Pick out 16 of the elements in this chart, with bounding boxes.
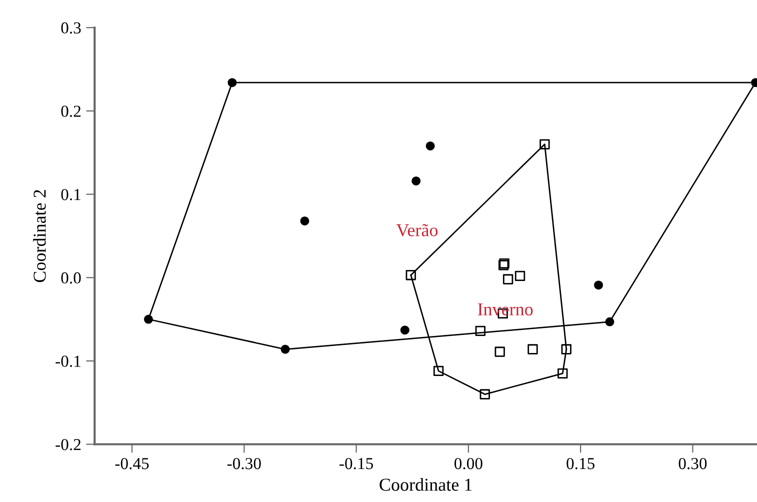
x-tick-label: 0.15 [566, 458, 594, 470]
y-tick-label: -0.2 [56, 438, 81, 450]
x-tick-label: -0.15 [340, 458, 373, 470]
y-tick-label: 0.3 [61, 22, 81, 34]
y-tick-label: 0.0 [61, 272, 81, 284]
x-tick-label: 0.00 [454, 458, 482, 470]
y-tick-label: 0.1 [61, 188, 80, 200]
annotation: Inverno [478, 303, 533, 316]
x-tick-label: -0.45 [115, 458, 149, 470]
y-axis-title: Coordinate 2 [33, 190, 46, 282]
annotation: Verão [396, 224, 438, 236]
x-tick-label: -0.30 [227, 458, 261, 470]
y-tick-label: -0.1 [56, 356, 80, 367]
x-tick-label: 0.30 [678, 458, 707, 470]
x-axis-title: Coordinate 1 [380, 478, 472, 491]
y-tick-label: 0.2 [61, 106, 81, 117]
